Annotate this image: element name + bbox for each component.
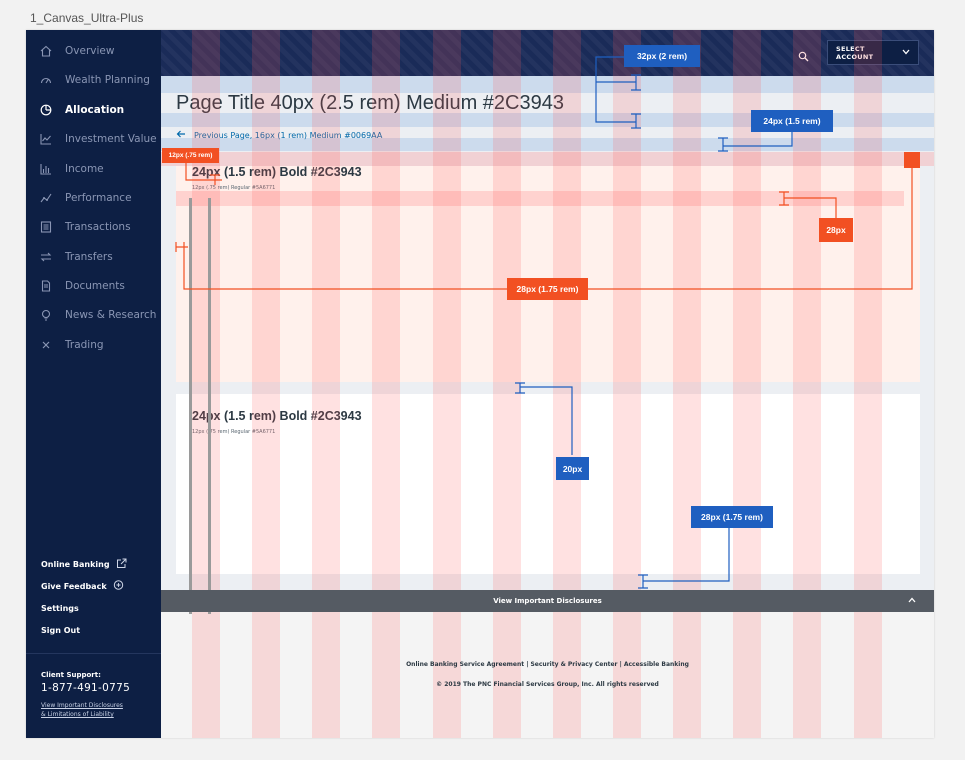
card-subtitle: 12px (.75 rem) Regular #5A6771 xyxy=(192,429,276,435)
pie-chart-icon xyxy=(40,104,52,116)
disclosures-toggle[interactable]: View Important Disclosures xyxy=(161,590,934,612)
sidebar-item-allocation[interactable]: Allocation xyxy=(26,99,161,121)
list-icon xyxy=(40,221,52,233)
spacing-band xyxy=(161,113,934,127)
lightbulb-icon xyxy=(40,309,52,321)
sidebar-item-wealth-planning[interactable]: Wealth Planning xyxy=(26,69,161,91)
sidebar-item-documents[interactable]: Documents xyxy=(26,275,161,297)
spacing-band xyxy=(161,76,934,93)
sidebar-item-label: News & Research xyxy=(65,309,157,321)
settings-label: Settings xyxy=(41,604,79,613)
disclosures-toggle-label: View Important Disclosures xyxy=(493,597,602,605)
annotation-badge: 12px (.75 rem) xyxy=(162,148,219,163)
line-chart-icon xyxy=(40,133,52,145)
previous-page-label: Previous Page, 16px (1 rem) Medium #0069… xyxy=(194,130,383,140)
online-banking-link[interactable]: Online Banking xyxy=(41,558,127,571)
previous-page-link[interactable]: Previous Page, 16px (1 rem) Medium #0069… xyxy=(176,130,382,140)
frame-label: 1_Canvas_Ultra-Plus xyxy=(30,11,144,25)
sidebar-item-label: Wealth Planning xyxy=(65,74,150,86)
annotation-badge: 20px xyxy=(556,457,589,480)
footer-links[interactable]: Online Banking Service Agreement | Secur… xyxy=(406,661,689,668)
annotation-badge: 32px (2 rem) xyxy=(624,45,700,67)
document-icon xyxy=(40,280,52,292)
settings-link[interactable]: Settings xyxy=(41,604,79,613)
sidebar-item-label: Documents xyxy=(65,280,125,292)
disclosures-link[interactable]: View Important Disclosures xyxy=(41,702,123,709)
annotation-marker xyxy=(904,152,920,168)
gutter-bar xyxy=(208,198,211,614)
external-link-icon xyxy=(116,558,127,571)
sidebar-item-transfers[interactable]: Transfers xyxy=(26,246,161,268)
chevron-up-icon xyxy=(908,597,916,605)
top-header: SELECT ACCOUNT xyxy=(161,30,934,76)
canvas: Overview Wealth Planning Allocation Inve… xyxy=(26,30,934,738)
sidebar-item-label: Overview xyxy=(65,45,115,57)
search-icon[interactable] xyxy=(798,47,809,62)
home-icon xyxy=(40,45,52,57)
sign-out-link[interactable]: Sign Out xyxy=(41,626,80,635)
sidebar-item-label: Income xyxy=(65,163,104,175)
copyright: © 2019 The PNC Financial Services Group,… xyxy=(436,681,659,688)
arrow-left-icon xyxy=(176,130,186,140)
client-support-label: Client Support: xyxy=(41,671,101,679)
select-account-button[interactable]: SELECT ACCOUNT xyxy=(827,40,919,65)
page-title: Page Title 40px (2.5 rem) Medium #2C3943 xyxy=(176,92,564,114)
card-title: 24px (1.5 rem) Bold #2C3943 xyxy=(192,409,362,423)
spacing-band xyxy=(161,152,934,166)
annotation-badge: 28px xyxy=(819,218,853,242)
arrows-icon xyxy=(40,251,52,263)
sidebar-divider xyxy=(26,653,161,654)
sign-out-label: Sign Out xyxy=(41,626,81,635)
give-feedback-link[interactable]: Give Feedback xyxy=(41,580,124,593)
online-banking-label: Online Banking xyxy=(41,560,110,569)
sidebar-item-investment-value[interactable]: Investment Value xyxy=(26,128,161,150)
feedback-icon xyxy=(113,580,124,593)
bar-chart-icon xyxy=(40,163,52,175)
spacing-band xyxy=(176,191,904,206)
gutter-bar xyxy=(189,198,192,614)
annotation-badge: 28px (1.75 rem) xyxy=(691,506,773,528)
annotation-badge: 24px (1.5 rem) xyxy=(751,110,833,132)
sidebar: Overview Wealth Planning Allocation Inve… xyxy=(26,30,161,738)
sidebar-item-label: Transactions xyxy=(65,221,131,233)
client-support-phone[interactable]: 1-877-491-0775 xyxy=(41,682,131,694)
chevron-down-icon xyxy=(902,49,910,57)
liability-link[interactable]: & Limitations of Liability xyxy=(41,711,114,718)
annotation-badge: 28px (1.75 rem) xyxy=(507,278,588,300)
sidebar-item-income[interactable]: Income xyxy=(26,158,161,180)
sidebar-item-label: Performance xyxy=(65,192,132,204)
gauge-icon xyxy=(40,74,52,86)
give-feedback-label: Give Feedback xyxy=(41,582,107,591)
close-icon xyxy=(40,339,52,351)
sidebar-item-label: Trading xyxy=(65,339,104,351)
sidebar-item-transactions[interactable]: Transactions xyxy=(26,216,161,238)
sidebar-item-label: Allocation xyxy=(65,104,125,116)
sidebar-item-trading[interactable]: Trading xyxy=(26,334,161,356)
sidebar-item-news-research[interactable]: News & Research xyxy=(26,304,161,326)
sidebar-item-label: Investment Value xyxy=(65,133,157,145)
card-title: 24px (1.5 rem) Bold #2C3943 xyxy=(192,165,362,179)
trend-icon xyxy=(40,192,52,204)
select-account-label: SELECT ACCOUNT xyxy=(836,44,874,61)
sidebar-item-overview[interactable]: Overview xyxy=(26,40,161,62)
sidebar-item-performance[interactable]: Performance xyxy=(26,187,161,209)
sidebar-item-label: Transfers xyxy=(65,251,113,263)
